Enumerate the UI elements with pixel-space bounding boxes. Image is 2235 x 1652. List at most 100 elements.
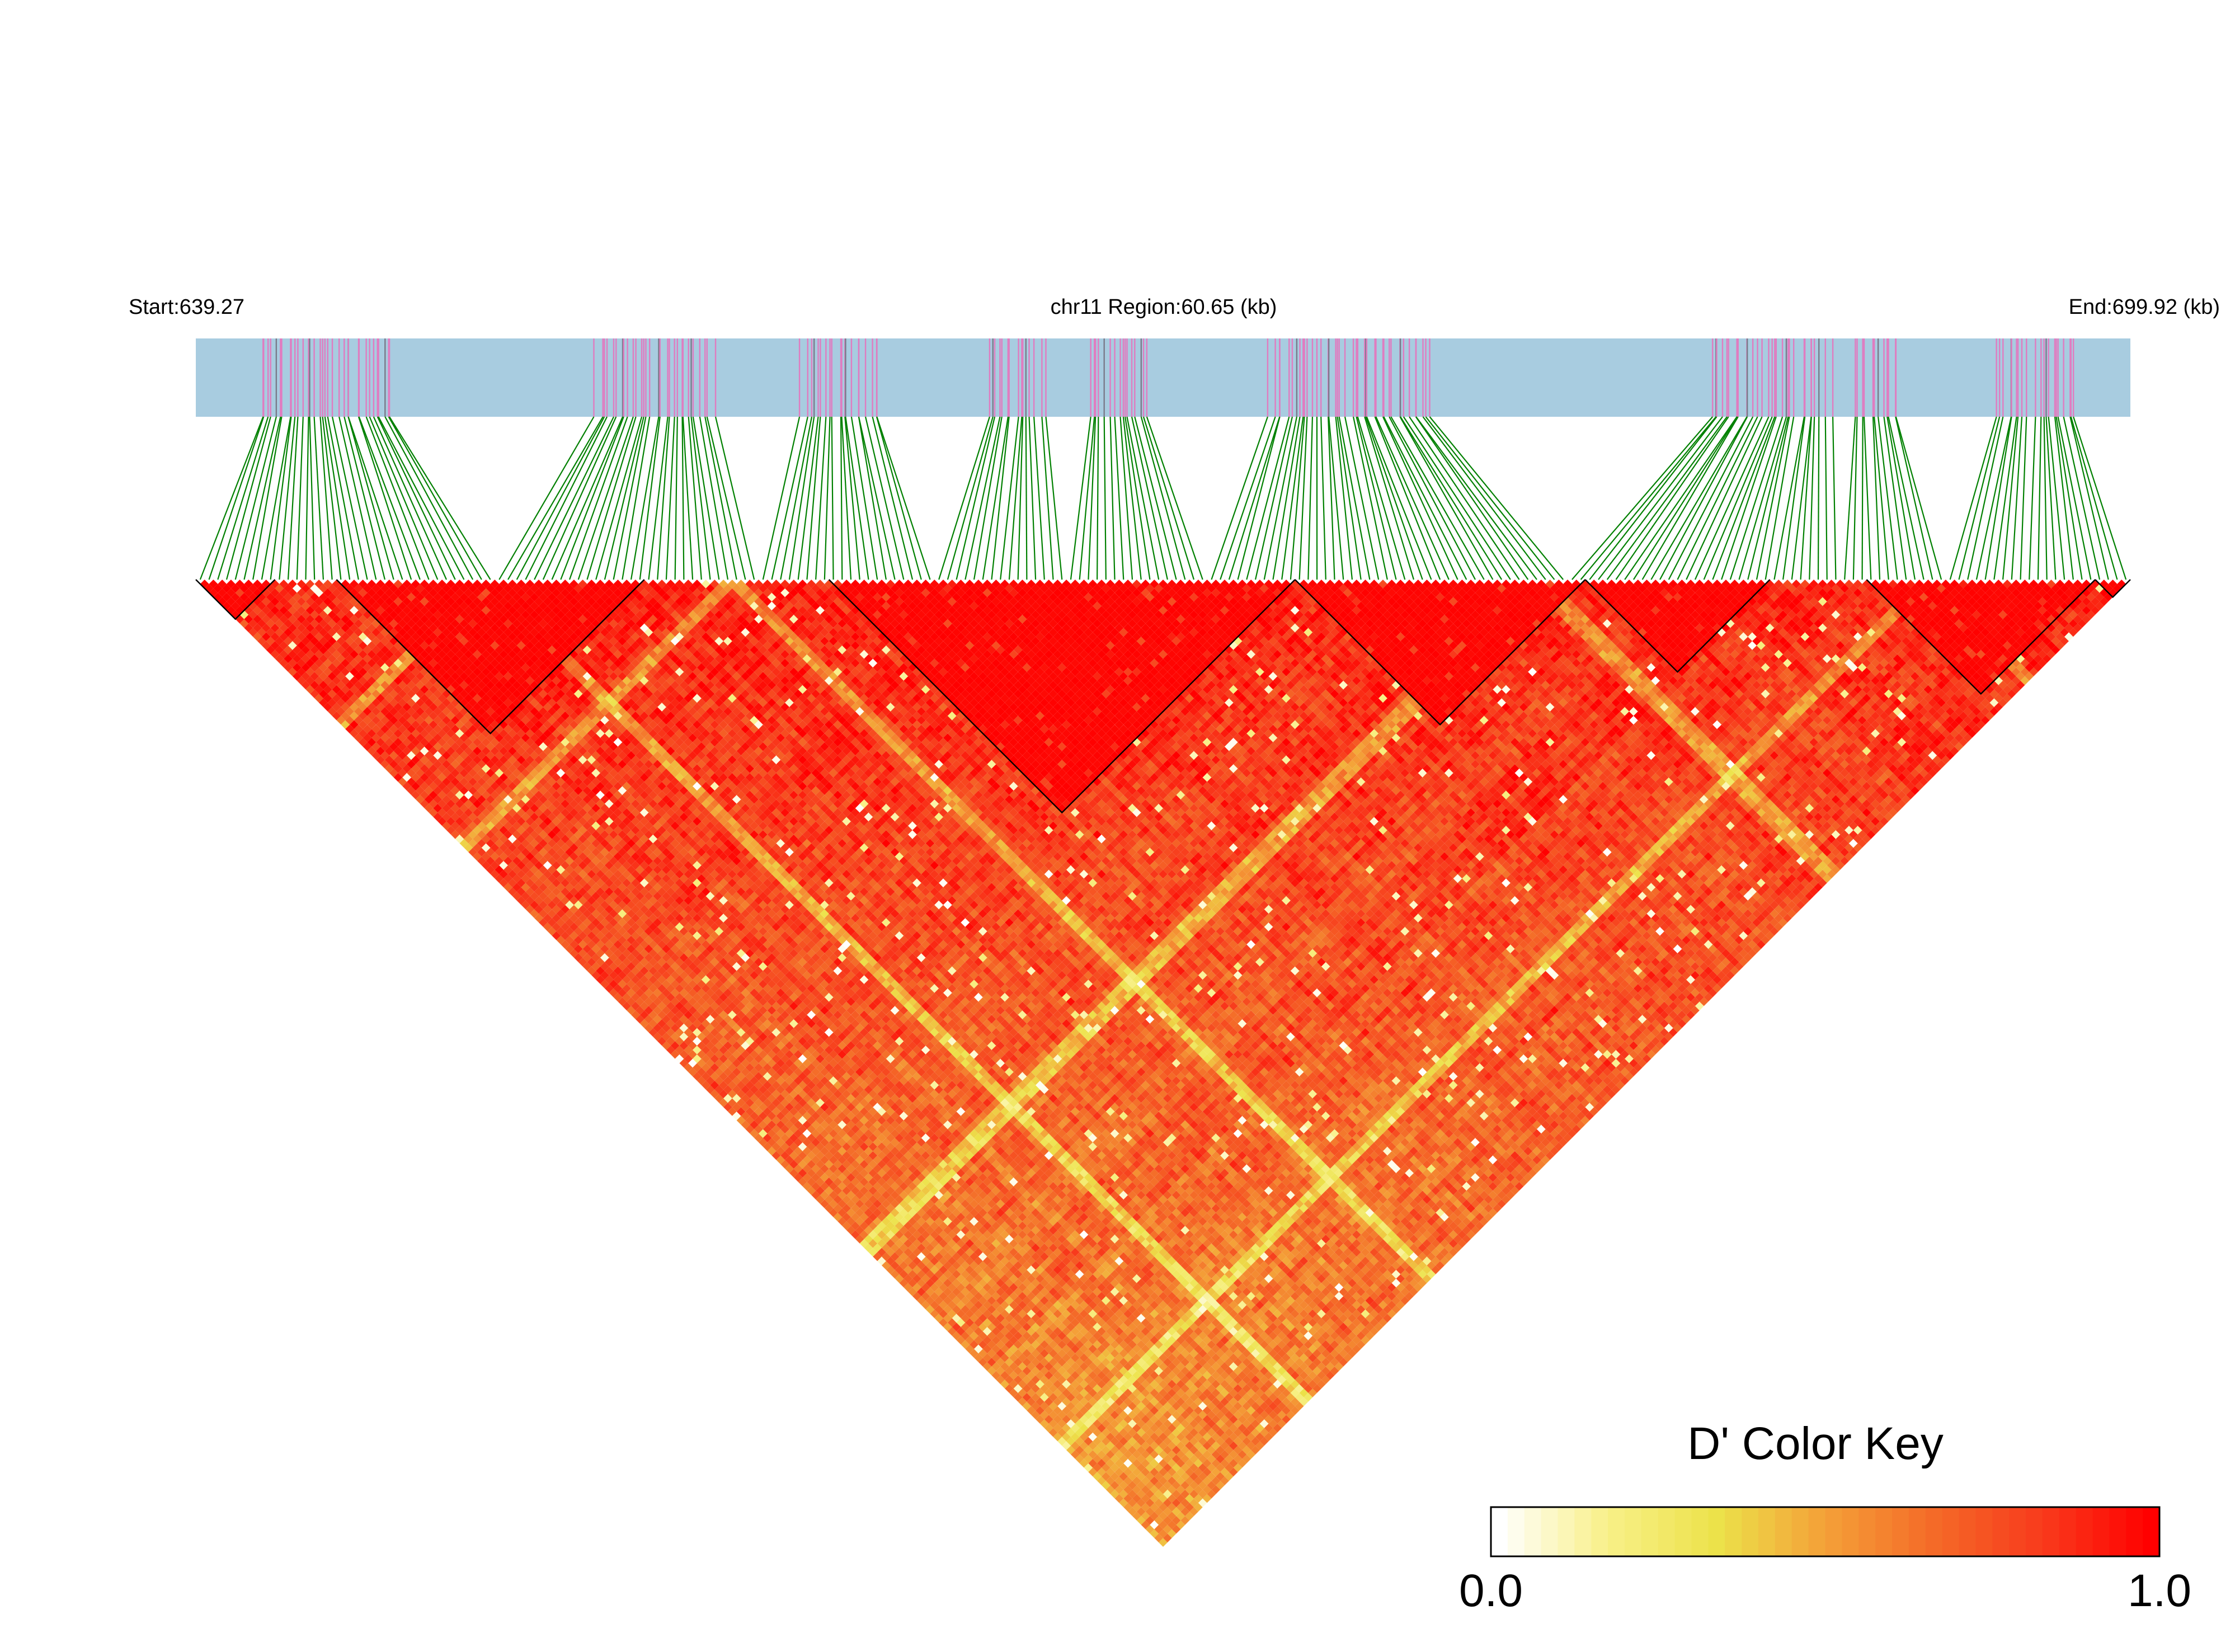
ld-cell <box>380 760 389 769</box>
ld-cell <box>991 1362 1001 1371</box>
ld-cell <box>1123 1503 1132 1512</box>
ld-cell <box>230 592 240 602</box>
ld-cell <box>508 869 517 879</box>
ld-cell <box>534 905 543 914</box>
snp-connector-line <box>690 416 711 580</box>
ld-cell <box>411 790 420 799</box>
ld-cell <box>829 1199 838 1208</box>
snp-connector-line <box>1017 416 1024 580</box>
snp-connector-line <box>1041 416 1054 580</box>
ld-cell <box>495 865 504 874</box>
ld-cell <box>723 1094 732 1103</box>
snp-connector-line <box>1958 416 2001 580</box>
ld-cell <box>539 918 548 927</box>
ld-cell <box>618 980 627 989</box>
snp-connector-line <box>1375 416 1450 580</box>
snp-connector-line <box>973 416 1003 580</box>
ld-cell <box>261 623 271 633</box>
ld-cell <box>297 676 306 685</box>
ld-cell <box>1057 1428 1067 1437</box>
ld-cell <box>266 645 275 655</box>
ld-cell <box>710 1072 719 1081</box>
ld-cell <box>336 698 346 707</box>
ld-cell <box>974 1353 983 1362</box>
snp-connector-line <box>1140 416 1186 580</box>
ld-cell <box>358 729 368 738</box>
ld-cell <box>516 878 526 888</box>
ld-cell <box>1163 1533 1172 1543</box>
snp-connector-line <box>1399 416 1494 580</box>
ld-cell <box>1084 1463 1093 1472</box>
snp-connector-line <box>864 416 905 580</box>
snp-connector-line <box>365 416 430 580</box>
ld-cell <box>270 649 280 659</box>
snp-connector-line <box>1429 416 1564 580</box>
ld-cell <box>627 1006 636 1015</box>
ld-cell <box>939 1318 948 1327</box>
ld-cell <box>793 1155 803 1165</box>
ld-cell <box>728 1107 737 1116</box>
ld-cell <box>754 1133 763 1142</box>
ld-cell <box>697 1058 706 1068</box>
ld-cell <box>354 724 363 734</box>
ld-cell <box>222 592 231 602</box>
ld-cell <box>455 834 464 844</box>
snp-connector-line <box>347 416 394 580</box>
snp-connector-line <box>2029 416 2036 580</box>
ld-cell <box>323 685 332 694</box>
ld-cell <box>811 1182 820 1191</box>
ld-cell <box>1048 1428 1058 1437</box>
ld-cell <box>846 1226 855 1235</box>
ld-cell <box>314 694 323 703</box>
ld-cell <box>556 935 566 945</box>
snp-connector-line <box>639 416 661 580</box>
snp-connector-line <box>876 416 922 580</box>
ld-cell <box>1071 1441 1080 1451</box>
ld-cell <box>820 1190 829 1200</box>
snp-position-track <box>196 338 2130 417</box>
ld-cell <box>1022 1401 1032 1411</box>
ld-cell <box>1136 1507 1146 1516</box>
ld-cell <box>450 830 460 839</box>
snp-connector-line <box>1809 416 1815 580</box>
ld-cell <box>473 834 482 844</box>
snp-connector-line <box>841 416 852 580</box>
ld-cell <box>1062 1432 1071 1442</box>
ld-cell <box>204 583 214 593</box>
ld-cell <box>684 1063 693 1072</box>
ld-cell <box>512 874 521 883</box>
ld-cell <box>1093 1463 1102 1472</box>
region-end-label: End:699.92 (kb) <box>2069 295 2220 319</box>
ld-cell <box>675 1046 684 1055</box>
ld-cell <box>573 944 583 953</box>
snp-connector-line <box>1033 416 1045 580</box>
ld-cell <box>582 953 592 962</box>
ld-cell <box>530 892 539 901</box>
ld-cell <box>723 1085 732 1094</box>
ld-cell <box>490 852 500 861</box>
snp-connector-line <box>1263 416 1297 580</box>
ld-cell <box>411 773 420 782</box>
ld-cell <box>323 694 332 703</box>
snp-connector-line <box>1298 416 1308 580</box>
snp-connector-line <box>1097 416 1099 580</box>
ld-cell <box>1009 1389 1018 1397</box>
ld-cell <box>613 975 623 984</box>
ld-cell <box>473 852 482 861</box>
ld-cell <box>305 667 315 676</box>
snp-connector-line <box>1338 416 1371 580</box>
snp-connector-line <box>309 416 316 580</box>
ld-cell <box>504 883 512 892</box>
ld-cell <box>961 1331 970 1340</box>
snp-connector-line <box>2063 416 2101 580</box>
ld-cell <box>635 1015 644 1024</box>
ld-cell <box>1145 1516 1155 1525</box>
snp-connector-line <box>1364 416 1415 580</box>
ld-cell <box>1013 1392 1023 1402</box>
ld-cell <box>591 953 600 962</box>
ld-cell <box>882 1261 891 1270</box>
ld-cell <box>561 931 570 940</box>
ld-cell <box>363 724 372 734</box>
ld-cell <box>631 1001 640 1011</box>
ld-cell <box>543 923 552 931</box>
